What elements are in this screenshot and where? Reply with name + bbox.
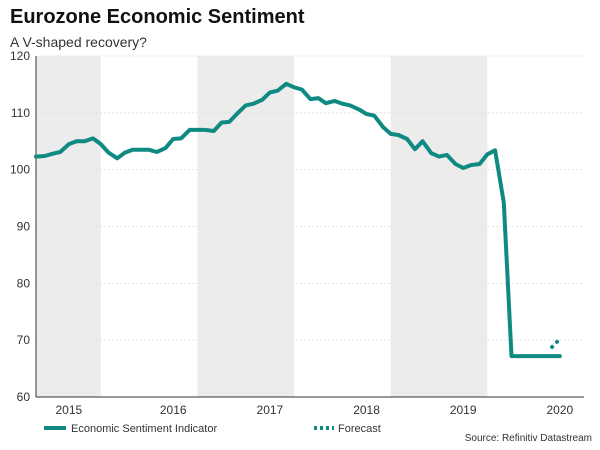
y-tick-label: 80 (17, 276, 31, 290)
x-tick-label: 2018 (353, 403, 380, 417)
x-tick-label: 2015 (56, 403, 83, 417)
sentiment-indicator-line (34, 81, 562, 359)
y-tick-label: 100 (10, 163, 30, 177)
x-tick-label: 2017 (257, 403, 284, 417)
legend-label-forecast: Forecast (338, 423, 381, 435)
chart-title: Eurozone Economic Sentiment (10, 6, 305, 28)
x-tick-label: 2020 (546, 403, 573, 417)
y-tick-label: 110 (11, 106, 30, 120)
y-tick-label: 70 (17, 333, 31, 347)
x-tick-label: 2019 (450, 403, 477, 417)
y-tick-label: 90 (17, 220, 31, 234)
source-note: Source: Refinitiv Datastream (464, 433, 592, 444)
y-tick-label: 120 (10, 49, 30, 63)
legend-label-indicator: Economic Sentiment Indicator (71, 423, 217, 435)
chart-subtitle: A V-shaped recovery? (10, 34, 147, 50)
year-band-2 (390, 56, 488, 397)
y-tick-label: 60 (17, 390, 31, 404)
x-tick-label: 2016 (160, 403, 187, 417)
forecast-line (550, 337, 562, 349)
